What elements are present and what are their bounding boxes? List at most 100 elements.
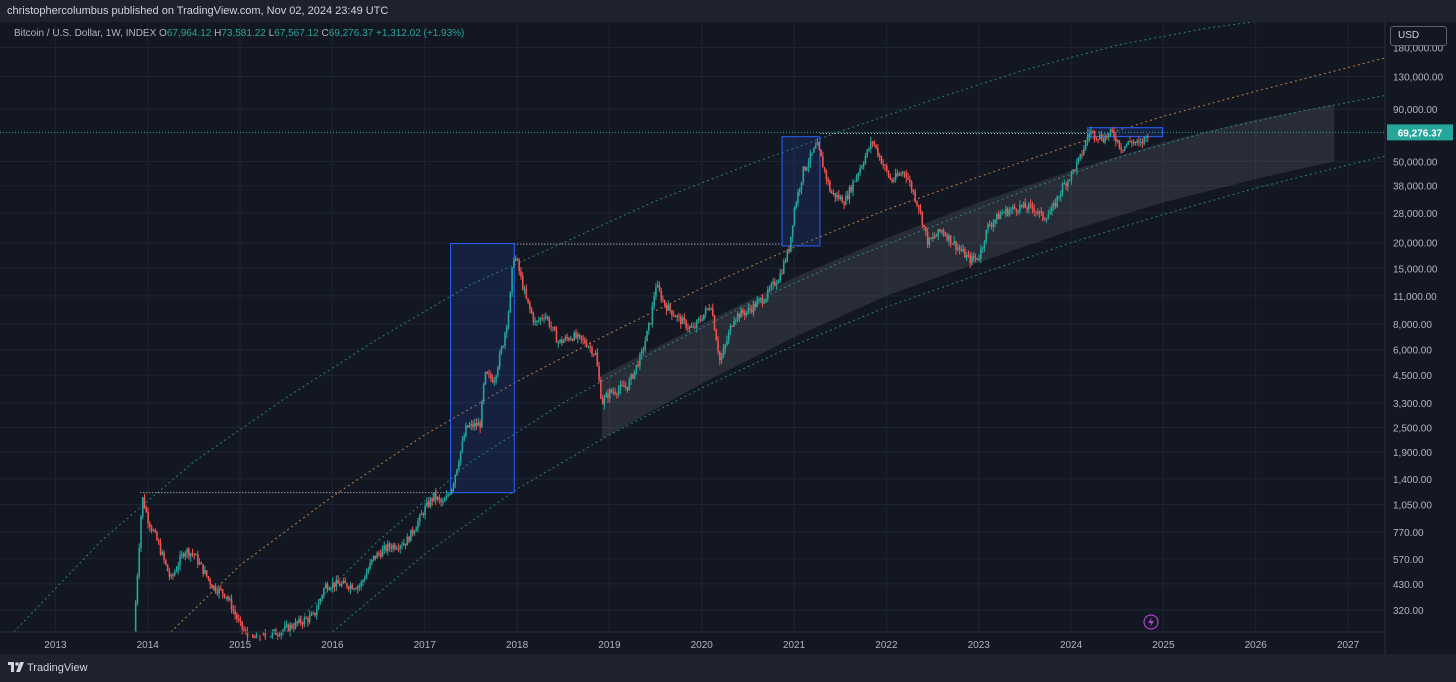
y-tick-label: 28,000.00 (1393, 209, 1438, 220)
candle-body (958, 247, 961, 250)
candle-body (727, 332, 730, 341)
candle-body (850, 187, 853, 192)
candle-body (990, 225, 993, 227)
candle-body (1019, 204, 1021, 212)
candle-body (449, 493, 451, 495)
candle-body (900, 174, 902, 176)
candle-body (1099, 134, 1101, 139)
candle-body (138, 547, 141, 576)
candle-body (907, 177, 909, 180)
candle-body (894, 173, 897, 180)
price-chart[interactable]: 69,276.37 180,000.00 130,000.00 90,000.00 50… (0, 18, 1456, 654)
candle-body (981, 247, 984, 249)
candle-body (296, 621, 299, 623)
candle-body (301, 623, 304, 625)
candle-body (688, 326, 691, 329)
candle-body (848, 187, 851, 200)
candle-body (1004, 208, 1007, 213)
candle-body (530, 308, 533, 314)
candle-body (608, 389, 611, 399)
candle-body (498, 353, 501, 368)
candle-body (140, 516, 142, 548)
chart-area[interactable]: 69,276.37 180,000.00 130,000.00 90,000.00 50… (0, 18, 1456, 654)
x-tick-label: 2023 (968, 640, 991, 651)
candle-body (656, 285, 659, 288)
candle-body (1095, 138, 1098, 140)
candle-body (614, 391, 616, 394)
candle-body (642, 349, 645, 351)
candle-body (1017, 211, 1019, 213)
candle-body (479, 422, 481, 428)
candle-body (463, 436, 465, 441)
candle-body (284, 625, 286, 630)
candle-body (340, 583, 343, 587)
candle-body (278, 635, 281, 637)
candle-body (710, 308, 712, 310)
candle-body (791, 225, 794, 237)
candle-body (216, 591, 219, 594)
open-label: O (159, 28, 167, 39)
candle-body (999, 213, 1002, 220)
candle-body (282, 629, 284, 632)
candle-body (786, 249, 789, 261)
candle-body (893, 179, 895, 182)
candle-body (1043, 219, 1046, 221)
candle-body (616, 393, 618, 395)
candle-body (228, 599, 231, 601)
y-tick-label: 130,000.00 (1393, 72, 1443, 83)
flash-icon (1143, 614, 1159, 630)
candle-body (665, 305, 668, 311)
last-price-label: 69,276.37 (1398, 128, 1443, 139)
candle-body (1049, 211, 1051, 215)
candle-body (678, 315, 680, 317)
candle-body (390, 547, 393, 550)
candle-body (1036, 211, 1039, 214)
candle-body (404, 543, 407, 546)
candle-body (385, 545, 387, 551)
candle-body (960, 249, 963, 252)
candle-body (754, 303, 757, 308)
candle-body (513, 259, 515, 268)
candle-body (546, 316, 549, 319)
candle-body (1086, 137, 1089, 142)
candle-body (937, 229, 940, 236)
candle-body (484, 371, 487, 384)
candle-body (392, 544, 394, 550)
candle-body (788, 249, 790, 252)
candle-body (433, 492, 435, 502)
candle-body (777, 280, 780, 284)
candle-body (912, 190, 915, 192)
candle-body (822, 156, 824, 168)
candle-body (988, 224, 991, 226)
candle-body (633, 370, 636, 379)
candle-body (623, 385, 625, 388)
ohlc-legend: Bitcoin / U.S. Dollar, 1W, INDEX O67,964… (14, 28, 464, 39)
candle-body (969, 255, 972, 264)
candle-body (735, 319, 737, 321)
candle-body (875, 144, 877, 148)
candle-body (466, 425, 469, 428)
candle-body (939, 229, 941, 232)
candle-body (701, 319, 703, 321)
candle-body (859, 168, 861, 174)
candle-body (779, 273, 782, 281)
candle-body (820, 149, 822, 157)
candle-body (873, 142, 876, 145)
candle-body (509, 292, 512, 313)
candle-body (690, 326, 693, 328)
candle-body (832, 192, 835, 194)
candle-body (884, 165, 886, 167)
candle-body (955, 241, 957, 250)
candle-body (669, 304, 671, 311)
candle-body (697, 319, 700, 321)
candle-body (607, 393, 609, 399)
currency-button[interactable]: USD (1390, 26, 1447, 46)
candle-body (976, 257, 979, 260)
candle-body (612, 391, 615, 393)
flash-icon-circle (1143, 614, 1159, 630)
candle-body (298, 618, 300, 623)
candle-body (552, 326, 554, 328)
candle-body (1047, 214, 1050, 219)
candle-body (985, 229, 987, 243)
candle-body (413, 531, 416, 534)
